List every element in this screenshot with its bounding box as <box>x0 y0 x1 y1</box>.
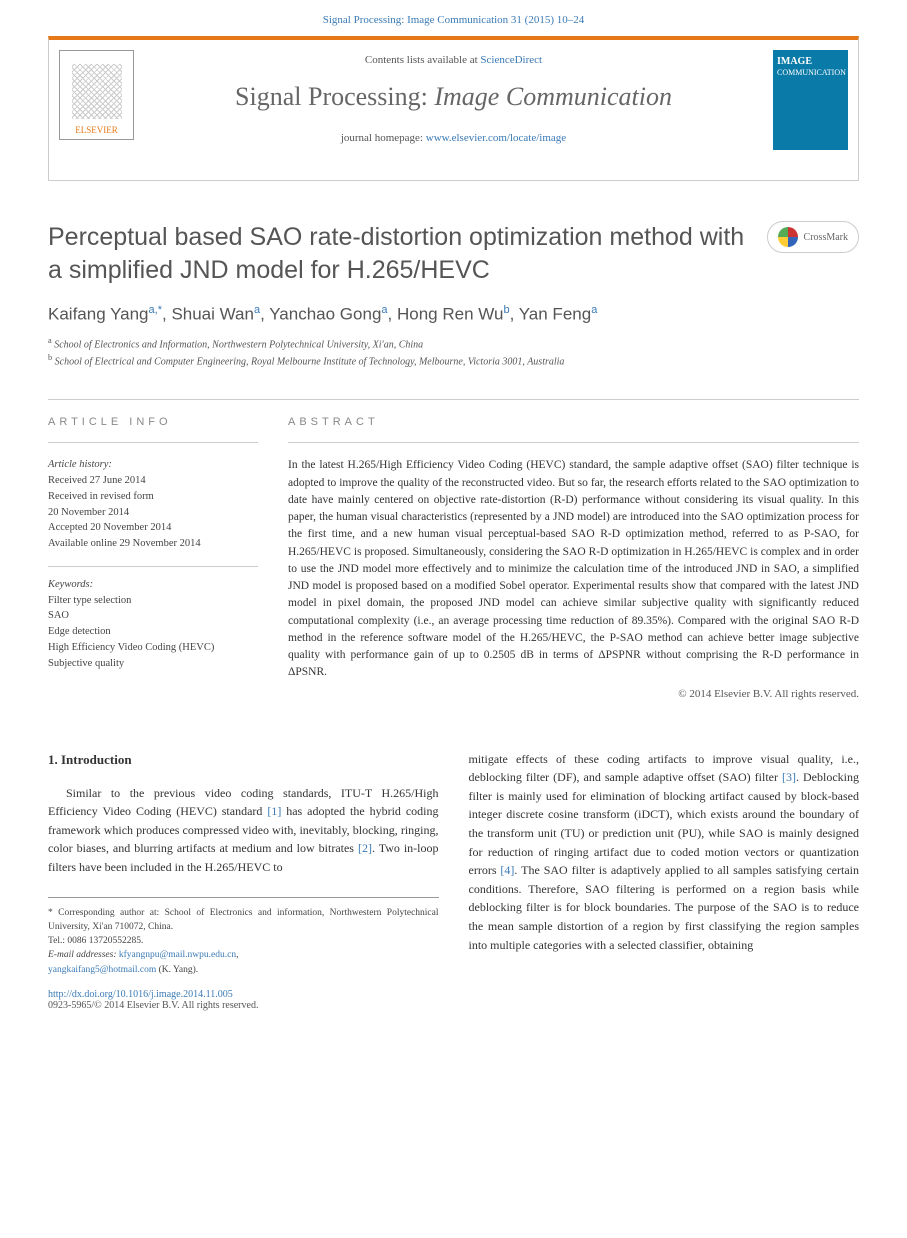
article-title: Perceptual based SAO rate-distortion opt… <box>48 221 767 286</box>
body-paragraph: mitigate effects of these coding artifac… <box>469 750 860 955</box>
citation-ref[interactable]: [1] <box>267 804 281 818</box>
corr-author-text: * Corresponding author at: School of Ele… <box>48 906 439 935</box>
elsevier-label: ELSEVIER <box>75 125 118 135</box>
author-name: Hong Ren Wu <box>397 305 503 324</box>
citation-text: Signal Processing: Image Communication 3… <box>323 14 585 26</box>
homepage-line: journal homepage: www.elsevier.com/locat… <box>49 132 858 144</box>
abstract-label: abstract <box>288 400 859 443</box>
history-label: Article history: <box>48 457 258 473</box>
cover-title: IMAGE <box>777 56 844 68</box>
issn-line: 0923-5965/© 2014 Elsevier B.V. All right… <box>48 1000 258 1011</box>
citation-line: Signal Processing: Image Communication 3… <box>0 0 907 36</box>
author-name: Shuai Wan <box>171 305 254 324</box>
homepage-link[interactable]: www.elsevier.com/locate/image <box>426 132 566 144</box>
journal-name-a: Signal Processing: <box>235 82 434 111</box>
email-link-1[interactable]: kfyangnpu@mail.nwpu.edu.cn <box>119 950 236 960</box>
section-title: Introduction <box>61 752 132 767</box>
journal-header: ELSEVIER IMAGE COMMUNICATION Contents li… <box>48 36 859 181</box>
citation-ref[interactable]: [4] <box>500 863 514 877</box>
history-line: Accepted 20 November 2014 <box>48 520 258 536</box>
author-name: Kaifang Yang <box>48 305 149 324</box>
keyword-line: High Efficiency Video Coding (HEVC) <box>48 640 258 656</box>
keywords-block: Keywords: Filter type selectionSAOEdge d… <box>48 567 258 672</box>
journal-cover-thumbnail[interactable]: IMAGE COMMUNICATION <box>773 50 848 150</box>
history-line: Received 27 June 2014 <box>48 473 258 489</box>
author-affil-sup: a <box>254 304 260 316</box>
affiliation-line: b School of Electrical and Computer Engi… <box>48 352 859 369</box>
title-row: Perceptual based SAO rate-distortion opt… <box>48 221 859 286</box>
author-affil-sup: a <box>591 304 597 316</box>
abstract-copyright: © 2014 Elsevier B.V. All rights reserved… <box>288 688 859 700</box>
article-info-label: article info <box>48 400 258 443</box>
keywords-label: Keywords: <box>48 577 258 593</box>
abstract-text: In the latest H.265/High Efficiency Vide… <box>288 457 859 681</box>
article-front-matter: Perceptual based SAO rate-distortion opt… <box>0 181 907 700</box>
body-column-left: 1. Introduction Similar to the previous … <box>48 750 439 977</box>
body-column-right: mitigate effects of these coding artifac… <box>469 750 860 977</box>
body-two-column: 1. Introduction Similar to the previous … <box>0 700 907 977</box>
abstract-column: abstract In the latest H.265/High Effici… <box>288 400 859 699</box>
body-paragraph: Similar to the previous video coding sta… <box>48 784 439 877</box>
citation-ref[interactable]: [2] <box>358 841 372 855</box>
corr-emails: E-mail addresses: kfyangnpu@mail.nwpu.ed… <box>48 948 439 977</box>
author-name: Yanchao Gong <box>269 305 381 324</box>
elsevier-tree-icon <box>72 64 122 119</box>
email-label: E-mail addresses: <box>48 950 117 960</box>
crossmark-badge[interactable]: CrossMark <box>767 221 859 253</box>
article-info-column: article info Article history: Received 2… <box>48 400 258 699</box>
section-number: 1. <box>48 752 58 767</box>
corresponding-author-footnote: * Corresponding author at: School of Ele… <box>48 897 439 977</box>
info-abstract-row: article info Article history: Received 2… <box>48 399 859 699</box>
keyword-line: Filter type selection <box>48 593 258 609</box>
corr-tel: Tel.: 0086 13720552285. <box>48 934 439 948</box>
author-affil-sup: b <box>503 304 509 316</box>
header-center: Contents lists available at ScienceDirec… <box>49 40 858 144</box>
doi-footer: http://dx.doi.org/10.1016/j.image.2014.1… <box>0 977 907 1031</box>
authors-line: Kaifang Yanga,*, Shuai Wana, Yanchao Gon… <box>48 304 859 325</box>
email-suffix: (K. Yang). <box>156 965 198 975</box>
elsevier-logo[interactable]: ELSEVIER <box>59 50 134 140</box>
history-line: 20 November 2014 <box>48 505 258 521</box>
keyword-line: Edge detection <box>48 624 258 640</box>
homepage-prefix: journal homepage: <box>341 132 426 144</box>
history-line: Received in revised form <box>48 489 258 505</box>
affiliations: a School of Electronics and Information,… <box>48 335 859 370</box>
contents-prefix: Contents lists available at <box>365 54 480 66</box>
section-heading: 1. Introduction <box>48 750 439 770</box>
doi-link[interactable]: http://dx.doi.org/10.1016/j.image.2014.1… <box>48 989 233 1000</box>
citation-ref[interactable]: [3] <box>782 770 796 784</box>
affiliation-line: a School of Electronics and Information,… <box>48 335 859 352</box>
history-block: Article history: Received 27 June 2014Re… <box>48 457 258 567</box>
crossmark-label: CrossMark <box>804 232 848 243</box>
author-name: Yan Feng <box>519 305 591 324</box>
keyword-line: Subjective quality <box>48 656 258 672</box>
crossmark-icon <box>778 227 798 247</box>
sciencedirect-link[interactable]: ScienceDirect <box>480 54 542 66</box>
journal-name-b: Image Communication <box>434 82 672 111</box>
history-line: Available online 29 November 2014 <box>48 536 258 552</box>
journal-name: Signal Processing: Image Communication <box>49 82 858 112</box>
cover-subtitle: COMMUNICATION <box>777 68 844 78</box>
keyword-line: SAO <box>48 608 258 624</box>
author-affil-sup: a,* <box>149 304 162 316</box>
contents-line: Contents lists available at ScienceDirec… <box>49 54 858 66</box>
email-link-2[interactable]: yangkaifang5@hotmail.com <box>48 965 156 975</box>
author-affil-sup: a <box>381 304 387 316</box>
